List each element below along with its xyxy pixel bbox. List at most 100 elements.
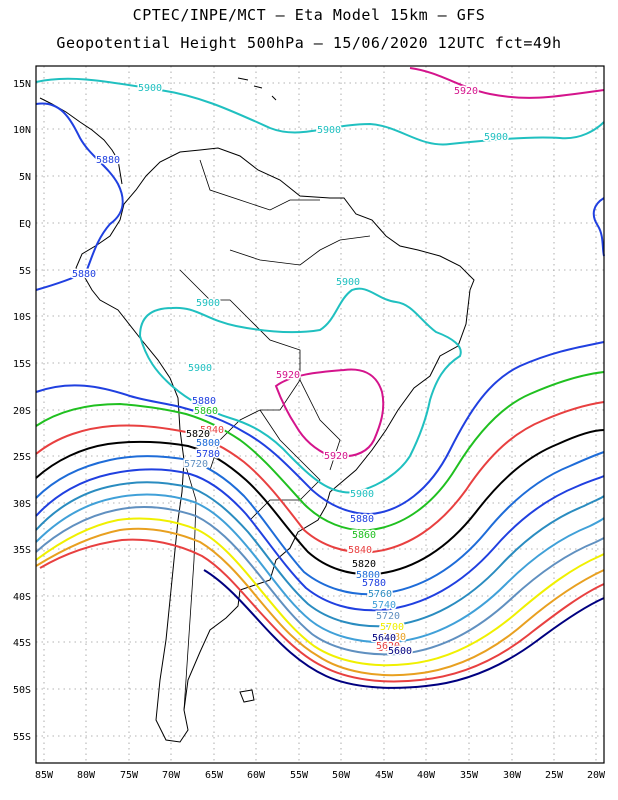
graticule — [36, 66, 604, 763]
longitude-labels: 85W 80W 75W 70W 65W 60W 55W 50W 45W 40W 35W 30W 25W 2… — [35, 770, 606, 781]
contour-5760 — [35, 481, 605, 628]
contour-label-5600: 5600 — [388, 646, 412, 657]
latitude-tick-label: 15S — [13, 359, 31, 370]
contour-label-5840: 5840 — [200, 425, 224, 436]
latitude-tick-label: 25S — [13, 452, 31, 463]
border-brazil-west — [229, 235, 371, 266]
contour-5860 — [35, 371, 605, 532]
border-brazil-uruguay — [299, 379, 341, 471]
map-frame — [35, 65, 605, 764]
contour-labels: 5920 5900 5900 5900 5880 5880 5900 5900 5900 5920… — [70, 82, 509, 659]
contour-label-5820: 5820 — [186, 429, 210, 440]
contour-label-5880: 5880 — [72, 269, 96, 280]
latitude-tick-label: 30S — [13, 499, 31, 510]
south-america-coast — [75, 147, 475, 743]
latitude-tick-label: 15N — [13, 79, 31, 90]
longitude-tick-label: 60W — [247, 770, 266, 781]
longitude-tick-label: 20W — [587, 770, 606, 781]
longitude-tick-label: 85W — [35, 770, 54, 781]
border-andes — [179, 269, 301, 471]
contour-label-5900: 5900 — [336, 277, 360, 288]
longitude-tick-label: 35W — [460, 770, 479, 781]
longitude-tick-label: 55W — [290, 770, 309, 781]
contour-5780 — [35, 468, 605, 612]
contour-label-5920: 5920 — [454, 86, 478, 97]
falkland-islands — [239, 689, 255, 703]
contour-5700 — [35, 517, 605, 667]
contour-label-5900: 5900 — [196, 298, 220, 309]
contour-label-5780: 5780 — [196, 449, 220, 460]
contour-5840 — [35, 401, 605, 554]
contour-label-5860: 5860 — [194, 406, 218, 417]
longitude-tick-label: 50W — [332, 770, 351, 781]
longitude-tick-label: 30W — [503, 770, 522, 781]
contour-label-5880: 5880 — [350, 514, 374, 525]
contour-label-5680: 5680 — [382, 632, 406, 643]
latitude-tick-label: 20S — [13, 406, 31, 417]
border-chile-argentina — [183, 459, 197, 711]
longitude-tick-label: 80W — [77, 770, 96, 781]
contour-5720 — [35, 506, 605, 656]
latitude-tick-label: EQ — [19, 219, 31, 230]
contour-label-5660: 5660 — [378, 643, 402, 654]
contour-label-5900: 5900 — [317, 125, 341, 136]
longitude-tick-label: 25W — [545, 770, 564, 781]
contour-5820 — [35, 429, 605, 576]
contour-label-5720: 5720 — [376, 611, 400, 622]
longitude-tick-label: 45W — [375, 770, 394, 781]
contour-label-5920: 5920 — [276, 370, 300, 381]
contour-5920-center — [274, 368, 385, 458]
contour-label-5640: 5640 — [372, 633, 396, 644]
contour-5800 — [35, 451, 605, 596]
latitude-tick-label: 55S — [13, 732, 31, 743]
contour-label-5780: 5780 — [362, 578, 386, 589]
political-borders — [179, 159, 371, 711]
caribbean-islands — [237, 77, 277, 101]
contour-label-5700: 5700 — [380, 622, 404, 633]
contour-5900-north — [35, 77, 605, 146]
contour-5920-north — [409, 67, 605, 99]
contour-label-5800: 5800 — [196, 438, 220, 449]
contour-label-5900: 5900 — [350, 489, 374, 500]
latitude-labels: 15N 10N 5N EQ 5S 10S 15S 20S 25S 30S 35S 40S 45S 50S 5… — [13, 79, 31, 743]
contour-label-5620: 5620 — [376, 641, 400, 652]
contour-label-5880: 5880 — [192, 396, 216, 407]
latitude-tick-label: 5N — [19, 172, 31, 183]
latitude-tick-label: 35S — [13, 545, 31, 556]
contour-label-5900: 5900 — [188, 363, 212, 374]
contour-5880 — [35, 341, 605, 516]
latitude-tick-label: 10S — [13, 312, 31, 323]
contour-label-5880: 5880 — [96, 155, 120, 166]
contour-label-5740: 5740 — [372, 600, 396, 611]
contour-label-5820: 5820 — [352, 559, 376, 570]
contour-5660 — [39, 538, 605, 683]
contour-label-5900: 5900 — [138, 83, 162, 94]
longitude-tick-label: 40W — [417, 770, 436, 781]
map-subtitle: Geopotential Height 500hPa – 15/06/2020 … — [56, 34, 562, 52]
contour-label-5900: 5900 — [484, 132, 508, 143]
longitude-tick-label: 75W — [120, 770, 139, 781]
contour-5680 — [35, 527, 605, 677]
latitude-tick-label: 50S — [13, 685, 31, 696]
contour-lines — [35, 67, 605, 689]
map-title: CPTEC/INPE/MCT – Eta Model 15km – GFS — [132, 6, 486, 24]
latitude-tick-label: 5S — [19, 266, 31, 277]
latitude-tick-label: 40S — [13, 592, 31, 603]
contour-label-5720: 5720 — [184, 459, 208, 470]
contour-label-5800: 5800 — [356, 570, 380, 581]
contour-5880-northwest — [35, 102, 124, 291]
contour-5740 — [35, 493, 605, 644]
border-south-cone — [249, 409, 321, 521]
latitude-tick-label: 45S — [13, 638, 31, 649]
contour-5900-center — [138, 287, 462, 494]
contour-label-5760: 5760 — [368, 589, 392, 600]
contour-5640 — [203, 569, 605, 689]
contour-label-5840: 5840 — [348, 545, 372, 556]
longitude-tick-label: 70W — [162, 770, 181, 781]
contour-5880-east — [592, 197, 605, 257]
latitude-tick-label: 10N — [13, 125, 31, 136]
longitude-tick-label: 65W — [205, 770, 224, 781]
border-north — [199, 159, 320, 211]
contour-label-5920: 5920 — [324, 451, 348, 462]
